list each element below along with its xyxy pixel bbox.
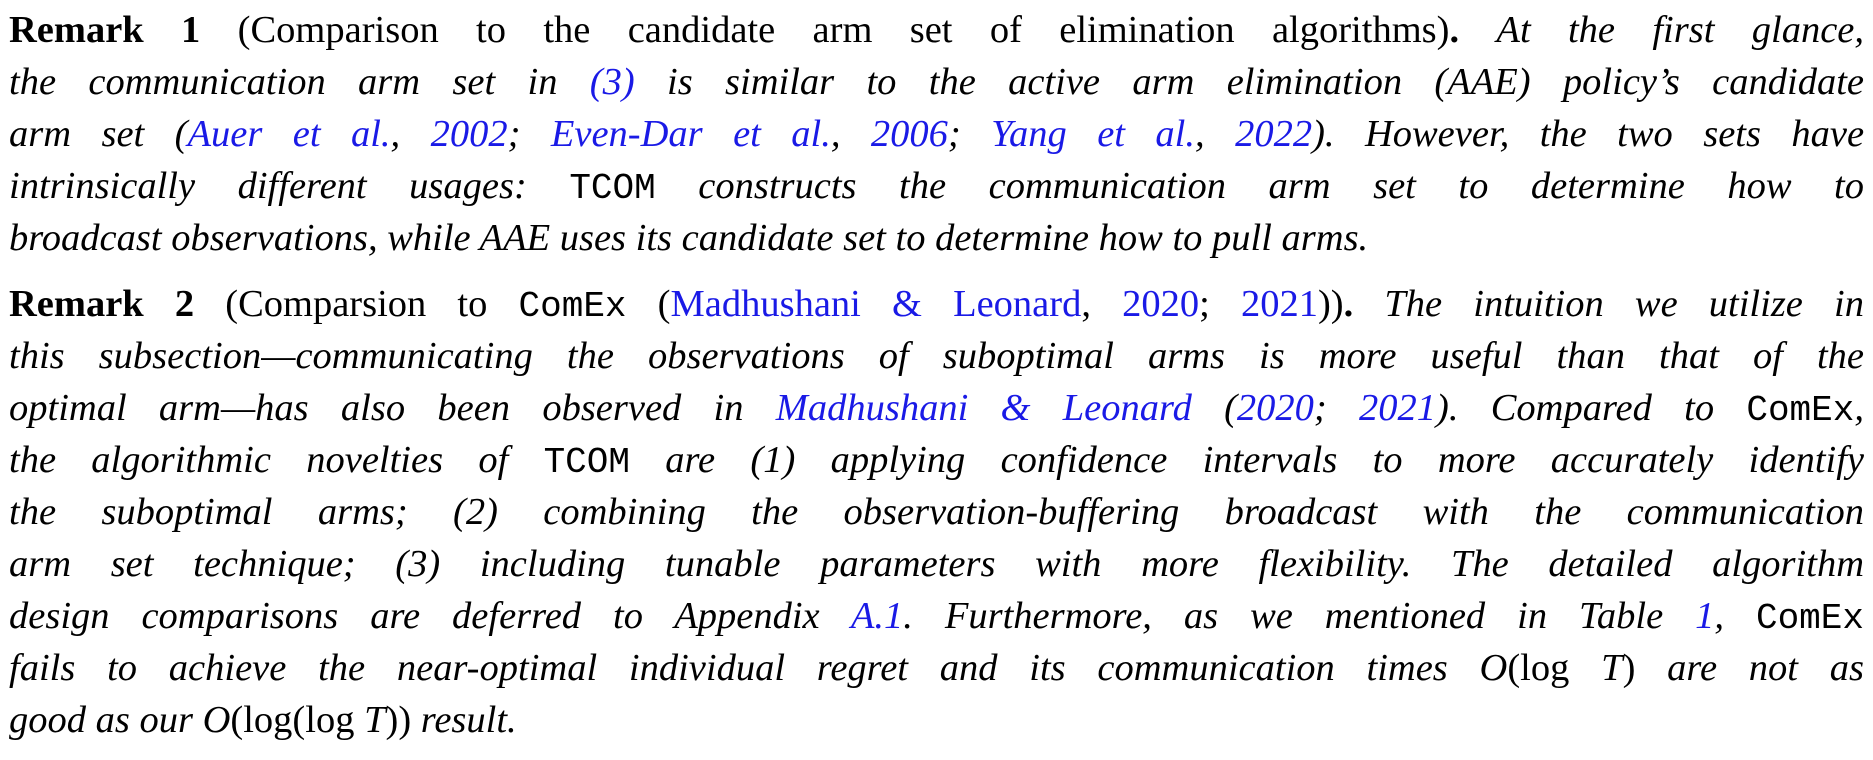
citation-madhushani-year-2021[interactable]: 2021 bbox=[1240, 283, 1318, 325]
remark-2-title-end: . bbox=[1343, 283, 1354, 325]
math-paren: ) bbox=[1622, 647, 1636, 689]
remark-1-text: is similar to the active arm elimination… bbox=[634, 61, 1864, 103]
remark-1-text: intrinsically different usages: bbox=[9, 165, 570, 207]
remark-2-label: Remark 2 bbox=[9, 283, 195, 325]
remark-2-text: the algorithmic novelties of bbox=[9, 439, 544, 481]
citation-separator: ; bbox=[507, 113, 551, 155]
remark-2-line-7: design comparisons are deferred to Appen… bbox=[9, 590, 1864, 642]
citation-madhushani-year-2020[interactable]: 2020 bbox=[1236, 387, 1314, 429]
math-log: (log bbox=[1507, 647, 1602, 689]
remark-1-line-3: arm set (Auer et al., 2002; Even-Dar et … bbox=[9, 108, 1864, 160]
citation-separator: ; bbox=[1199, 283, 1241, 325]
remark-2-text: , bbox=[1714, 595, 1756, 637]
algorithm-name-tcom: TCOM bbox=[569, 168, 656, 209]
citation-yang-year[interactable]: 2022 bbox=[1235, 113, 1313, 155]
citation-separator: ( bbox=[1191, 387, 1237, 429]
algorithm-name-tcom: TCOM bbox=[543, 442, 630, 483]
remark-2-line-3: optimal arm—has also been observed in Ma… bbox=[9, 382, 1864, 434]
remark-2-text: fails to achieve the near-optimal indivi… bbox=[9, 647, 1480, 689]
citation-separator: ; bbox=[1313, 387, 1360, 429]
equation-ref-close[interactable]: ) bbox=[621, 61, 635, 103]
remark-1-line-1: Remark 1 (Comparison to the candidate ar… bbox=[9, 4, 1864, 56]
remark-2-line-2: this subsection—communicating the observ… bbox=[9, 330, 1864, 382]
remark-1-text: ). However, the two sets have bbox=[1312, 113, 1865, 155]
math-big-o: O bbox=[202, 699, 231, 741]
algorithm-name-comex: ComEx bbox=[1746, 390, 1855, 431]
appendix-ref-link[interactable]: A.1 bbox=[850, 595, 904, 637]
citation-evendar-year[interactable]: 2006 bbox=[870, 113, 948, 155]
remark-1-text: the communication arm set in bbox=[9, 61, 590, 103]
remark-2-text: this subsection—communicating the observ… bbox=[9, 335, 1864, 377]
remark-2-text: the suboptimal arms; (2) combining the o… bbox=[9, 491, 1864, 533]
remark-2-text: ). Compared to bbox=[1436, 387, 1747, 429]
remark-1-line-2: the communication arm set in (3) is simi… bbox=[9, 56, 1864, 108]
remark-2-text: . Furthermore, as we mentioned in Table bbox=[903, 595, 1696, 637]
remark-2-text: result. bbox=[411, 699, 517, 741]
citation-separator: , bbox=[830, 113, 871, 155]
remark-2-line-4: the algorithmic novelties of TCOM are (1… bbox=[9, 434, 1864, 486]
citation-madhushani-author[interactable]: Madhushani & Leonard bbox=[670, 283, 1082, 325]
remark-2-title: ( bbox=[626, 283, 671, 325]
remark-1-text: broadcast observations, while AAE uses i… bbox=[9, 217, 1369, 259]
remark-2: Remark 2 (Comparsion to ComEx (Madhushan… bbox=[9, 278, 1864, 746]
citation-separator: , bbox=[390, 113, 431, 155]
citation-separator: ; bbox=[947, 113, 992, 155]
algorithm-name-comex: ComEx bbox=[1755, 598, 1864, 639]
remark-2-line-5: the suboptimal arms; (2) combining the o… bbox=[9, 486, 1864, 538]
citation-separator: , bbox=[1081, 283, 1123, 325]
citation-auer-author[interactable]: Auer et al. bbox=[187, 113, 391, 155]
remark-1-text: At the first glance, bbox=[1496, 9, 1864, 51]
remark-2-line-6: arm set technique; (3) including tunable… bbox=[9, 538, 1864, 590]
remark-2-line-8: fails to achieve the near-optimal indivi… bbox=[9, 642, 1864, 694]
citation-madhushani-year-2020[interactable]: 2020 bbox=[1122, 283, 1200, 325]
citation-madhushani-author[interactable]: Madhushani & Leonard bbox=[775, 387, 1192, 429]
remark-2-text: optimal arm—has also been observed in bbox=[9, 387, 776, 429]
remark-1-line-5: broadcast observations, while AAE uses i… bbox=[9, 212, 1864, 264]
paper-page: Remark 1 (Comparison to the candidate ar… bbox=[9, 4, 1864, 760]
remark-1-title-end: . bbox=[1449, 9, 1460, 51]
remark-2-text: design comparisons are deferred to Appen… bbox=[9, 595, 851, 637]
citation-auer-year[interactable]: 2002 bbox=[430, 113, 508, 155]
remark-1-text: constructs the communication arm set to … bbox=[655, 165, 1864, 207]
remark-2-title: (Comparsion to bbox=[225, 283, 519, 325]
equation-ref-open[interactable]: ( bbox=[589, 61, 603, 103]
remark-2-title: )) bbox=[1317, 283, 1344, 325]
citation-madhushani-year-2021[interactable]: 2021 bbox=[1359, 387, 1437, 429]
citation-yang-author[interactable]: Yang et al. bbox=[991, 113, 1196, 155]
remark-2-line-9: good as our O(log(log T)) result. bbox=[9, 694, 1864, 746]
remark-2-text: The intuition we utilize in bbox=[1384, 283, 1864, 325]
remark-2-line-1: Remark 2 (Comparsion to ComEx (Madhushan… bbox=[9, 278, 1864, 330]
math-paren: )) bbox=[385, 699, 412, 741]
remark-2-text: arm set technique; (3) including tunable… bbox=[9, 543, 1864, 585]
remark-2-text: , bbox=[1854, 387, 1864, 429]
remark-1-line-4: intrinsically different usages: TCOM con… bbox=[9, 160, 1864, 212]
remark-2-text: are (1) applying confidence intervals to… bbox=[629, 439, 1864, 481]
math-variable-t: T bbox=[364, 699, 386, 741]
algorithm-name-comex: ComEx bbox=[518, 286, 627, 327]
math-big-o: O bbox=[1479, 647, 1508, 689]
citation-evendar-author[interactable]: Even-Dar et al. bbox=[550, 113, 831, 155]
table-ref-link[interactable]: 1 bbox=[1695, 595, 1715, 637]
remark-2-text: good as our bbox=[9, 699, 203, 741]
citation-separator: , bbox=[1195, 113, 1236, 155]
math-log-log: (log(log bbox=[230, 699, 365, 741]
remark-1-label: Remark 1 bbox=[9, 9, 201, 51]
equation-ref-link[interactable]: 3 bbox=[602, 61, 622, 103]
math-variable-t: T bbox=[1601, 647, 1623, 689]
remark-1: Remark 1 (Comparison to the candidate ar… bbox=[9, 4, 1864, 264]
remark-1-title: (Comparison to the candidate arm set of … bbox=[237, 9, 1450, 51]
remark-2-text: are not as bbox=[1635, 647, 1864, 689]
remark-1-text: arm set ( bbox=[9, 113, 188, 155]
